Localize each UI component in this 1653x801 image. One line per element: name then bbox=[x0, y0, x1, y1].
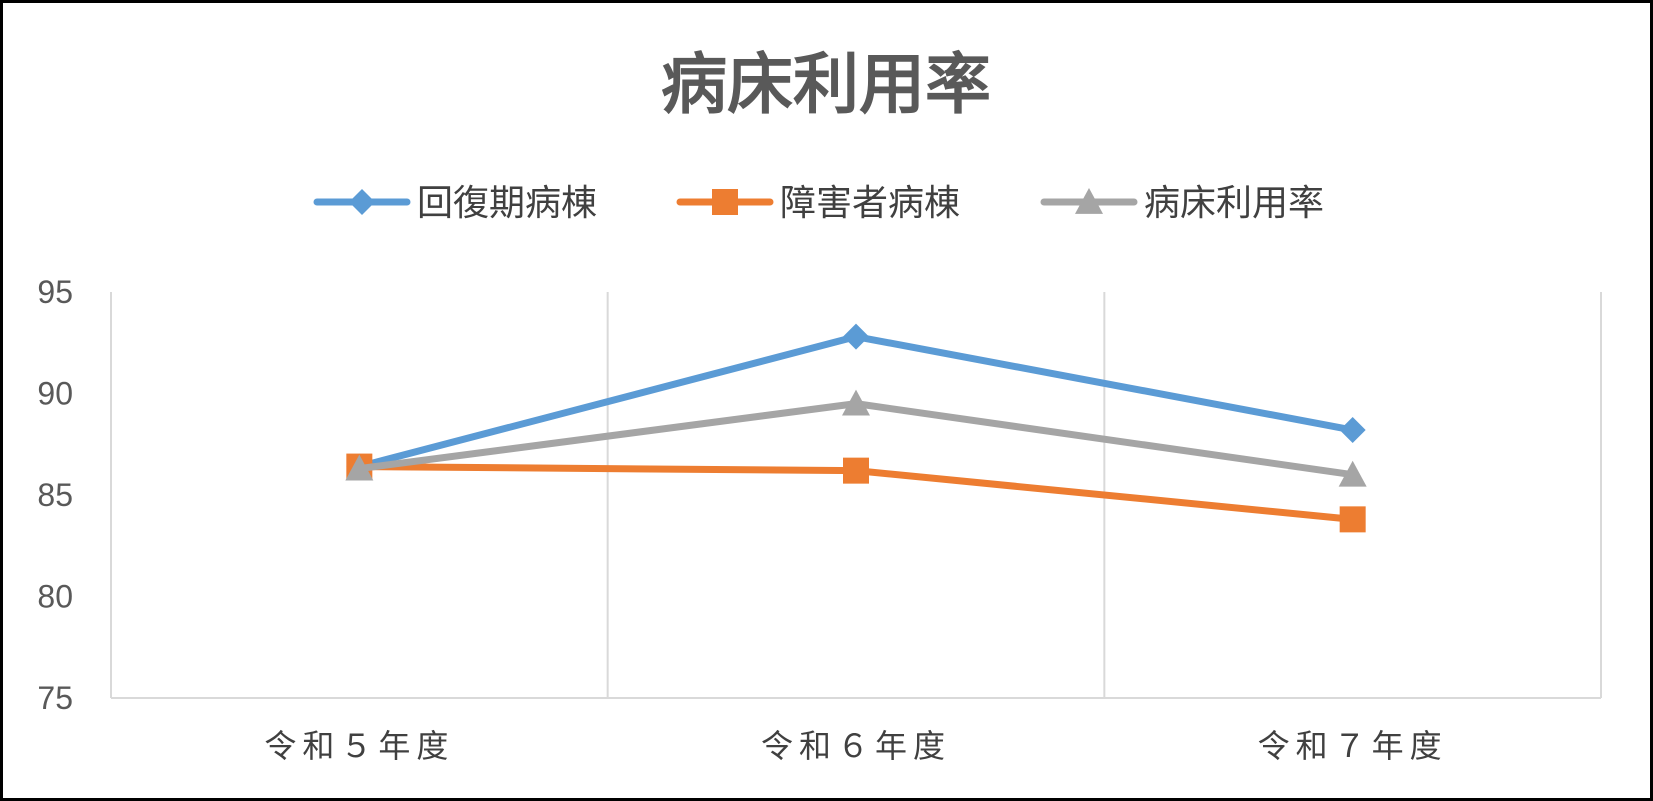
x-axis: 令和５年度 令和６年度 令和７年度 bbox=[264, 727, 1448, 765]
legend-item: 病床利用率 bbox=[1040, 183, 1324, 224]
data-point bbox=[1338, 460, 1367, 487]
y-tick-label: 85 bbox=[37, 477, 73, 513]
legend-marker bbox=[1075, 188, 1103, 214]
legend: 回復期病棟 障害者病棟 病床利用率 bbox=[313, 183, 1324, 224]
legend-marker bbox=[712, 189, 738, 215]
chart-title: 病床利用率 bbox=[661, 46, 991, 123]
y-tick-label: 80 bbox=[37, 579, 73, 615]
y-tick-label: 90 bbox=[37, 376, 73, 412]
x-tick-label: 令和７年度 bbox=[1258, 727, 1448, 765]
legend-marker bbox=[349, 189, 375, 215]
legend-item: 回復期病棟 bbox=[313, 183, 597, 224]
legend-label: 病床利用率 bbox=[1144, 183, 1324, 224]
x-tick-label: 令和６年度 bbox=[761, 727, 951, 765]
legend-label: 回復期病棟 bbox=[417, 183, 597, 224]
series-group bbox=[345, 323, 1367, 533]
gridlines bbox=[110, 292, 1602, 699]
data-point bbox=[1339, 506, 1366, 533]
legend-label: 障害者病棟 bbox=[780, 183, 960, 224]
series-2 bbox=[346, 453, 1366, 533]
data-point bbox=[1339, 417, 1366, 444]
y-tick-label: 75 bbox=[37, 680, 73, 716]
x-tick-label: 令和５年度 bbox=[264, 727, 454, 765]
data-point bbox=[843, 323, 869, 350]
data-point bbox=[843, 457, 869, 484]
legend-item: 障害者病棟 bbox=[676, 183, 960, 224]
y-axis: 75 80 85 90 95 bbox=[37, 274, 73, 716]
data-point bbox=[345, 454, 374, 481]
data-point bbox=[842, 389, 870, 416]
series-3 bbox=[345, 389, 1367, 487]
y-tick-label: 95 bbox=[37, 274, 73, 310]
